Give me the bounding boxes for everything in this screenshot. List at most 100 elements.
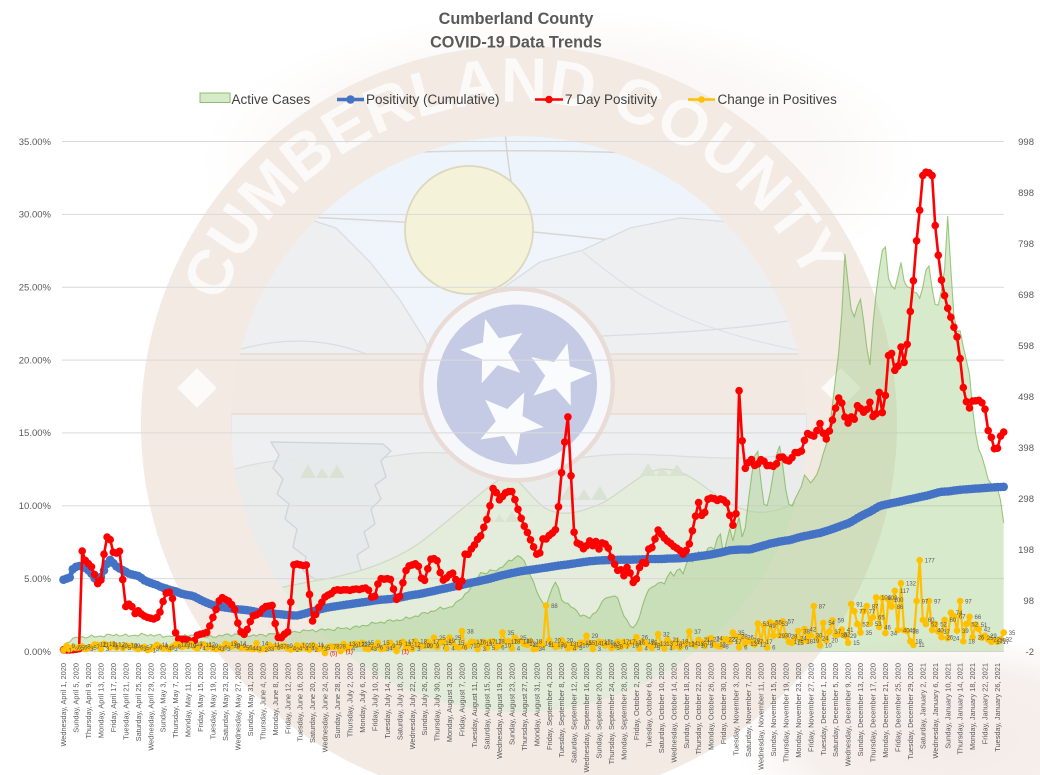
svg-text:17: 17 (476, 640, 483, 646)
svg-text:Monday, August 3, 2020: Monday, August 3, 2020 (445, 663, 454, 742)
svg-text:51: 51 (981, 623, 988, 629)
svg-text:20: 20 (831, 639, 838, 645)
svg-text:28: 28 (741, 635, 748, 641)
svg-text:Thursday, September 24, 2020: Thursday, September 24, 2020 (607, 663, 616, 764)
svg-text:65: 65 (878, 616, 885, 622)
svg-text:53: 53 (763, 622, 770, 628)
svg-text:10: 10 (234, 644, 241, 650)
svg-text:Monday, December 21, 2020: Monday, December 21, 2020 (881, 663, 890, 758)
svg-text:18: 18 (498, 640, 505, 646)
svg-text:9: 9 (72, 644, 76, 650)
svg-text:91: 91 (856, 602, 863, 608)
svg-text:9: 9 (710, 644, 714, 650)
svg-text:52: 52 (862, 622, 869, 628)
svg-text:12: 12 (760, 643, 767, 649)
svg-text:97: 97 (965, 599, 972, 605)
svg-text:Tuesday, September 8, 2020: Tuesday, September 8, 2020 (557, 663, 566, 758)
svg-text:(1): (1) (402, 649, 409, 655)
svg-text:54: 54 (828, 621, 835, 627)
svg-text:298: 298 (1018, 494, 1034, 505)
svg-text:6: 6 (380, 646, 384, 652)
svg-text:698: 698 (1018, 290, 1034, 301)
svg-text:2: 2 (265, 648, 269, 654)
svg-text:15.00%: 15.00% (19, 428, 52, 439)
svg-text:25: 25 (439, 636, 446, 642)
svg-text:35: 35 (738, 631, 745, 637)
svg-text:39: 39 (962, 629, 969, 635)
svg-text:3: 3 (174, 647, 178, 653)
svg-text:18: 18 (523, 640, 530, 646)
svg-text:26: 26 (747, 636, 754, 642)
svg-text:Friday, April 17, 2020: Friday, April 17, 2020 (109, 663, 118, 732)
svg-text:Thursday, June 4, 2020: Thursday, June 4, 2020 (258, 663, 267, 740)
svg-text:8: 8 (280, 645, 284, 651)
svg-text:25: 25 (455, 636, 462, 642)
svg-text:Thursday, August 27, 2020: Thursday, August 27, 2020 (520, 663, 529, 751)
svg-text:117: 117 (900, 589, 910, 595)
svg-text:7 Day Positivity: 7 Day Positivity (565, 92, 658, 107)
svg-text:4: 4 (645, 647, 649, 653)
svg-text:22: 22 (993, 638, 1000, 644)
svg-text:38: 38 (912, 629, 919, 635)
svg-text:Wednesday, December 9, 2020: Wednesday, December 9, 2020 (844, 663, 853, 766)
svg-text:17: 17 (604, 640, 611, 646)
svg-text:8: 8 (134, 645, 138, 651)
svg-text:Saturday, May 23, 2020: Saturday, May 23, 2020 (221, 663, 230, 741)
svg-text:18: 18 (514, 640, 521, 646)
svg-text:15: 15 (383, 641, 390, 647)
svg-text:11: 11 (274, 643, 281, 649)
svg-text:6: 6 (464, 646, 468, 652)
svg-text:Saturday, October 10, 2020: Saturday, October 10, 2020 (657, 663, 666, 753)
svg-text:Saturday, September 12, 2020: Saturday, September 12, 2020 (570, 663, 579, 763)
svg-text:11: 11 (103, 643, 110, 649)
svg-text:1: 1 (153, 648, 157, 654)
svg-text:21: 21 (704, 638, 711, 644)
svg-text:7: 7 (461, 645, 465, 651)
svg-text:Thursday, July 2, 2020: Thursday, July 2, 2020 (346, 663, 355, 737)
svg-text:Tuesday, December 1, 2020: Tuesday, December 1, 2020 (819, 663, 828, 755)
svg-text:8: 8 (725, 645, 729, 651)
svg-text:38: 38 (467, 629, 474, 635)
svg-text:52: 52 (931, 622, 938, 628)
svg-text:998: 998 (1018, 137, 1034, 148)
svg-text:9: 9 (722, 644, 726, 650)
svg-text:17: 17 (996, 640, 1003, 646)
svg-text:103: 103 (887, 596, 898, 602)
svg-text:20: 20 (999, 639, 1006, 645)
svg-text:Wednesday, October 14, 2020: Wednesday, October 14, 2020 (669, 663, 678, 763)
svg-text:7: 7 (626, 645, 630, 651)
svg-text:4: 4 (451, 647, 455, 653)
svg-text:7: 7 (442, 645, 446, 651)
svg-text:35: 35 (1009, 631, 1016, 637)
svg-text:29: 29 (990, 634, 997, 640)
svg-text:4: 4 (311, 647, 315, 653)
svg-text:Saturday, December 5, 2020: Saturday, December 5, 2020 (831, 663, 840, 757)
svg-text:0.00%: 0.00% (24, 647, 51, 658)
svg-text:52: 52 (940, 622, 947, 628)
svg-text:10: 10 (190, 644, 197, 650)
svg-text:Monday, November 23, 2020: Monday, November 23, 2020 (794, 663, 803, 758)
svg-text:19: 19 (526, 639, 533, 645)
svg-text:5: 5 (212, 646, 216, 652)
svg-text:17: 17 (623, 640, 630, 646)
svg-text:5.00%: 5.00% (24, 574, 51, 585)
svg-text:Monday, April 13, 2020: Monday, April 13, 2020 (97, 663, 106, 738)
svg-text:40: 40 (937, 628, 944, 634)
svg-text:198: 198 (1018, 545, 1034, 556)
svg-text:Monday, June 8, 2020: Monday, June 8, 2020 (271, 663, 280, 736)
svg-text:4: 4 (305, 647, 309, 653)
svg-text:Tuesday, November 3, 2020: Tuesday, November 3, 2020 (732, 663, 741, 755)
svg-text:7: 7 (283, 645, 287, 651)
svg-text:8: 8 (87, 645, 91, 651)
svg-text:4: 4 (299, 647, 303, 653)
svg-text:6: 6 (115, 646, 119, 652)
svg-text:2: 2 (296, 648, 300, 654)
svg-text:24: 24 (716, 637, 723, 643)
svg-text:16: 16 (707, 641, 714, 647)
svg-text:Tuesday, July 14, 2020: Tuesday, July 14, 2020 (383, 663, 392, 739)
svg-text:9: 9 (392, 644, 396, 650)
svg-text:3: 3 (417, 647, 421, 653)
svg-text:5: 5 (616, 646, 620, 652)
svg-text:5: 5 (327, 646, 331, 652)
svg-text:9: 9 (430, 644, 434, 650)
